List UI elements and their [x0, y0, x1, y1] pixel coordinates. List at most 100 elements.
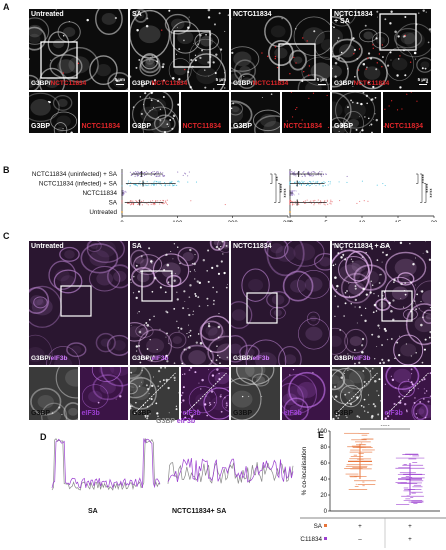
- granule: [205, 34, 207, 36]
- granule: [190, 414, 194, 417]
- panel-a-g3bp-tile: G3BP: [29, 92, 78, 133]
- cell-outline: [393, 334, 424, 365]
- significance-bracket: [274, 173, 277, 203]
- granule: [194, 59, 197, 62]
- granule: [218, 247, 221, 250]
- granule: [178, 48, 181, 50]
- granule: [199, 342, 203, 345]
- cell-outline: [332, 368, 363, 405]
- data-point: [324, 204, 326, 206]
- cell-body: [349, 336, 362, 347]
- granule: [173, 376, 176, 379]
- cell-outline: [266, 291, 291, 309]
- granule: [363, 398, 366, 401]
- data-point: [290, 194, 292, 196]
- profile-#9b3fd0: [167, 457, 294, 483]
- cell-outline: [332, 368, 346, 391]
- data-point: [299, 181, 301, 183]
- granule: [353, 349, 356, 351]
- granule: [146, 324, 150, 327]
- granule: [197, 409, 199, 411]
- data-point: [135, 171, 137, 173]
- cell-body: [101, 13, 117, 25]
- bacteria-dot: [353, 53, 355, 55]
- data-point: [162, 174, 164, 176]
- granule: [429, 395, 431, 397]
- cell-body: [29, 347, 45, 363]
- granule: [174, 273, 176, 275]
- granule: [180, 402, 182, 404]
- cell-body: [332, 335, 342, 347]
- granule: [220, 245, 222, 248]
- significance-bracket: [270, 173, 273, 184]
- data-point: [329, 181, 331, 183]
- cell-outline: [293, 16, 330, 56]
- data-point: [160, 171, 162, 173]
- granule: [115, 79, 119, 82]
- data-point: [289, 181, 291, 184]
- data-point: [131, 203, 133, 205]
- data-point: [169, 181, 171, 183]
- legend-g3bp: G3BP: [156, 418, 175, 425]
- granule: [378, 282, 381, 284]
- bacteria-dot: [388, 105, 390, 107]
- granule: [225, 244, 228, 247]
- granule: [193, 43, 195, 45]
- granule: [390, 59, 392, 61]
- cell-outline: [91, 374, 123, 401]
- granule: [167, 281, 170, 283]
- cell-body: [150, 98, 167, 112]
- panel-label-e: E: [318, 430, 325, 440]
- bacteria-dot: [293, 56, 295, 59]
- data-point: [156, 175, 158, 177]
- granule: [384, 329, 387, 333]
- granule: [210, 360, 213, 362]
- data-point: [141, 171, 143, 173]
- cell-body: [47, 410, 62, 420]
- granule: [198, 281, 202, 285]
- merge-g3bp-text: G3BP: [31, 355, 49, 362]
- panel-c-g3bp-tile: G3BP: [130, 367, 179, 420]
- data-point: [312, 180, 314, 182]
- data-point: [152, 171, 154, 173]
- granule: [145, 321, 148, 324]
- data-point: [190, 200, 192, 202]
- panel-c-sub-g3bp-label: G3BP: [132, 410, 152, 417]
- cell-body: [304, 277, 323, 292]
- granule: [185, 349, 187, 351]
- cell-texture: [180, 367, 229, 420]
- granule: [386, 415, 389, 418]
- granule: [151, 290, 154, 293]
- granule: [375, 68, 378, 71]
- granule: [379, 274, 381, 276]
- cell-body: [95, 64, 111, 77]
- granule: [149, 60, 151, 62]
- granule: [138, 59, 141, 61]
- granule: [412, 302, 414, 304]
- significance-stars: **: [272, 176, 278, 181]
- x-tick-label: 0: [288, 221, 292, 222]
- data-point: [145, 174, 147, 176]
- granule: [376, 259, 379, 261]
- data-point: [172, 183, 174, 185]
- granule: [367, 81, 370, 84]
- panel-b-chart-1: 0100200300Stress granule frequency******…: [120, 169, 294, 222]
- cell-body: [392, 368, 411, 384]
- cell-body: [345, 262, 362, 277]
- bacteria-dot: [381, 66, 383, 68]
- data-point: [163, 202, 165, 204]
- granule: [135, 66, 138, 69]
- data-point: [327, 203, 329, 205]
- cell-outline: [166, 274, 182, 287]
- panel-a-g3bp-image: [29, 92, 78, 133]
- cell-outline: [95, 332, 116, 353]
- panel-label-b: B: [3, 165, 10, 175]
- data-point: [141, 204, 143, 206]
- granule: [178, 78, 181, 81]
- granule: [144, 83, 146, 85]
- data-point: [321, 175, 323, 177]
- granule: [361, 256, 364, 259]
- granule: [193, 262, 196, 266]
- cell-body: [151, 118, 172, 133]
- granule: [114, 16, 118, 20]
